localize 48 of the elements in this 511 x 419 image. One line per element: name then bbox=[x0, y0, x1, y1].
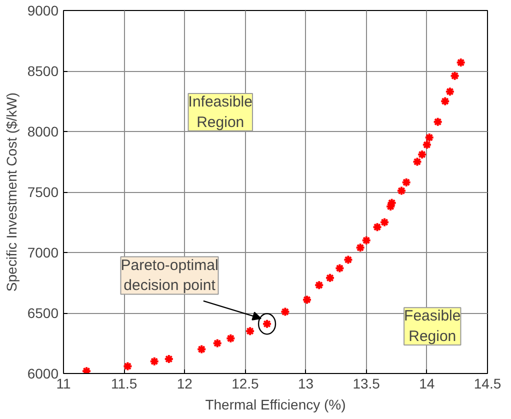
point bbox=[444, 86, 455, 97]
x-axis-title: Thermal Efficiency (%) bbox=[205, 396, 346, 412]
x-tick-label: 11.5 bbox=[110, 376, 138, 392]
point bbox=[432, 116, 443, 127]
point bbox=[314, 280, 324, 290]
point bbox=[440, 96, 450, 106]
x-tick-label: 12.5 bbox=[232, 376, 260, 392]
point bbox=[280, 306, 290, 317]
x-tick-label: 12 bbox=[176, 376, 193, 392]
point bbox=[212, 338, 222, 348]
point bbox=[372, 222, 382, 232]
point bbox=[245, 326, 256, 336]
y-tick-label: 7500 bbox=[27, 184, 59, 200]
point bbox=[355, 242, 366, 253]
y-axis-title: Specific Investment Cost ($/kW) bbox=[3, 92, 20, 292]
point bbox=[343, 254, 354, 265]
point bbox=[325, 272, 336, 283]
point bbox=[149, 356, 160, 366]
annotation: Pareto-optimal decision point bbox=[120, 256, 218, 294]
point bbox=[412, 156, 422, 167]
y-tick-label: 7000 bbox=[27, 244, 59, 260]
point bbox=[122, 361, 133, 372]
point bbox=[456, 58, 466, 68]
point bbox=[450, 70, 460, 81]
point bbox=[401, 177, 412, 188]
point bbox=[302, 294, 312, 305]
y-tick-label: 6000 bbox=[27, 366, 59, 382]
point bbox=[380, 217, 390, 228]
point bbox=[334, 263, 345, 274]
y-tick-label: 9000 bbox=[27, 2, 59, 18]
y-tick-label: 8000 bbox=[27, 124, 59, 140]
point bbox=[417, 149, 428, 160]
x-tick-label: 14 bbox=[419, 376, 435, 392]
point bbox=[196, 344, 207, 354]
y-tick-label: 6500 bbox=[27, 305, 59, 321]
annotation: Infeasible Region bbox=[188, 93, 252, 131]
x-tick-label: 14.5 bbox=[474, 376, 502, 392]
x-tick-label: 13.5 bbox=[352, 376, 380, 392]
point bbox=[82, 366, 92, 374]
x-tick-label: 13 bbox=[298, 376, 314, 392]
point bbox=[422, 140, 432, 150]
point bbox=[361, 235, 372, 246]
annotation: Feasible Region bbox=[404, 308, 461, 346]
point bbox=[424, 132, 434, 143]
y-tick-label: 8500 bbox=[27, 63, 59, 79]
point bbox=[396, 186, 406, 196]
point bbox=[164, 354, 174, 364]
point bbox=[226, 333, 236, 344]
